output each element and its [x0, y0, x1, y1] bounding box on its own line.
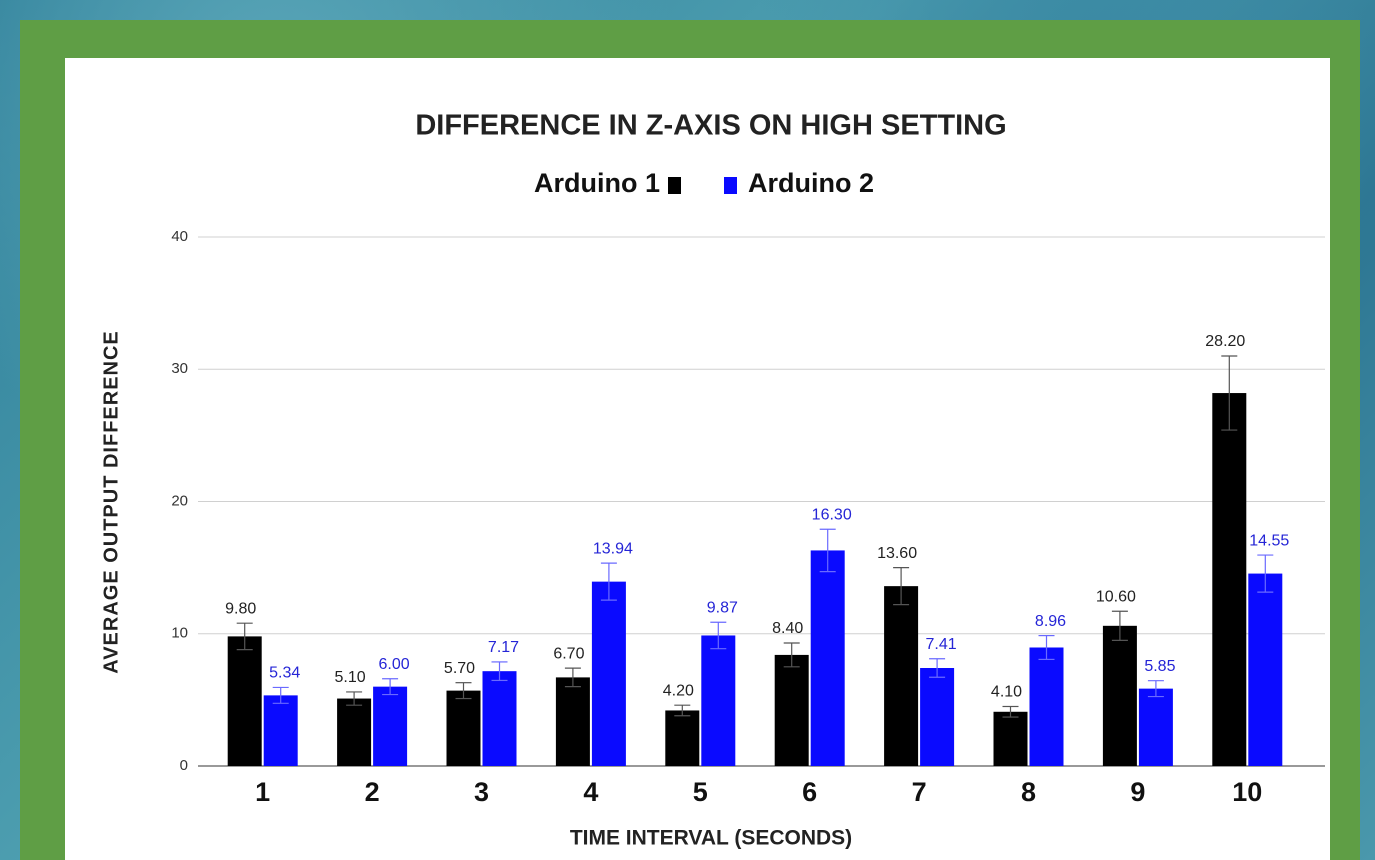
value-label: 13.94: [593, 540, 633, 557]
bar: [337, 698, 372, 766]
x-tick-label: 7: [912, 777, 927, 807]
bar: [373, 686, 408, 766]
value-label: 5.70: [444, 660, 475, 677]
bar: [591, 581, 626, 766]
value-label: 10.60: [1096, 588, 1136, 605]
bar: [1248, 573, 1283, 766]
y-tick-label: 0: [180, 757, 188, 774]
value-label: 9.80: [225, 600, 256, 617]
value-label: 28.20: [1205, 333, 1245, 350]
bar: [774, 654, 809, 766]
value-label: 6.00: [379, 656, 410, 673]
x-tick-label: 1: [255, 777, 270, 807]
x-tick-label: 5: [693, 777, 708, 807]
legend-swatch: [668, 177, 681, 194]
value-label: 8.96: [1035, 613, 1066, 630]
bar: [665, 710, 700, 766]
value-label: 4.20: [663, 682, 694, 699]
bar: [227, 636, 262, 766]
bar: [884, 586, 919, 766]
bar: [482, 671, 517, 766]
value-label: 6.70: [553, 645, 584, 662]
x-tick-label: 8: [1021, 777, 1036, 807]
x-tick-label: 3: [474, 777, 489, 807]
x-tick-label: 6: [802, 777, 817, 807]
y-tick-label: 40: [171, 228, 188, 245]
x-tick-label: 4: [583, 777, 598, 807]
value-label: 5.34: [269, 665, 300, 682]
bar: [701, 635, 736, 766]
bar: [1102, 625, 1137, 766]
value-label: 4.10: [991, 684, 1022, 701]
bar: [1212, 393, 1247, 766]
bar: [1138, 688, 1173, 766]
x-tick-label: 10: [1232, 777, 1262, 807]
value-label: 5.10: [335, 669, 366, 686]
legend-label: Arduino 1: [534, 168, 660, 198]
value-label: 13.60: [877, 545, 917, 562]
x-axis-label: TIME INTERVAL (SECONDS): [570, 827, 852, 850]
bar: [810, 550, 845, 766]
y-tick-label: 30: [171, 360, 188, 377]
value-label: 16.30: [812, 506, 852, 523]
legend-swatch: [724, 177, 737, 194]
legend-label: Arduino 2: [748, 168, 874, 198]
bar: [1029, 647, 1064, 766]
y-axis-label: AVERAGE OUTPUT DIFFERENCE: [100, 330, 122, 674]
x-tick-label: 9: [1130, 777, 1145, 807]
value-label: 7.17: [488, 639, 519, 656]
y-tick-label: 10: [171, 625, 188, 642]
y-tick-label: 20: [171, 492, 188, 509]
value-label: 8.40: [772, 620, 803, 637]
bar: [446, 690, 481, 766]
bar: [555, 677, 590, 766]
chart-title: DIFFERENCE IN Z-AXIS ON HIGH SETTING: [415, 110, 1006, 142]
value-label: 14.55: [1249, 532, 1289, 549]
value-label: 7.41: [926, 636, 957, 653]
bar: [993, 711, 1028, 766]
value-label: 9.87: [707, 599, 738, 616]
bar: [263, 695, 298, 766]
value-label: 5.85: [1144, 658, 1175, 675]
bar: [920, 668, 955, 766]
x-tick-label: 2: [365, 777, 380, 807]
